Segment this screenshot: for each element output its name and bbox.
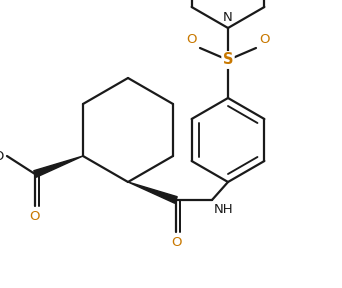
Text: S: S	[223, 52, 233, 67]
Text: O: O	[30, 210, 40, 223]
Text: N: N	[223, 11, 233, 24]
Polygon shape	[34, 156, 83, 177]
Text: HO: HO	[0, 149, 5, 162]
Text: O: O	[259, 33, 269, 46]
Text: NH: NH	[214, 203, 234, 216]
Text: O: O	[186, 33, 197, 46]
Polygon shape	[128, 182, 177, 203]
Text: O: O	[171, 236, 181, 249]
